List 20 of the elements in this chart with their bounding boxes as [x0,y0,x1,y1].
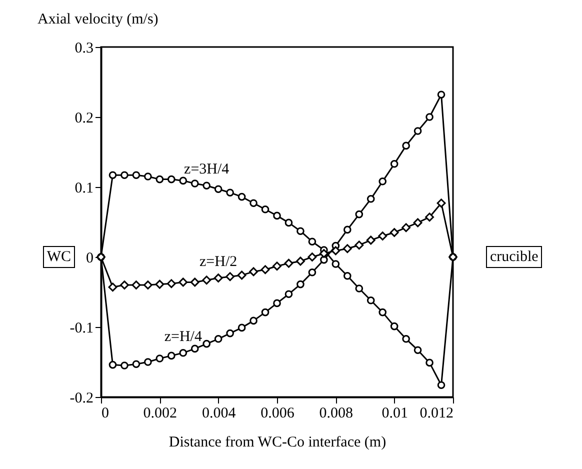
y-tick-label: 0 [86,250,94,266]
series-label: z=H/2 [200,254,238,270]
series-label: z=H/4 [164,328,202,345]
y-tick-label: 0.3 [74,40,94,56]
y-tick-label: -0.1 [70,320,94,336]
x-tick-label: 0.006 [260,406,295,422]
x-tick-label: 0.004 [202,406,236,422]
x-tick-label: 0.008 [319,406,354,422]
x-tick-label: 0.002 [143,406,178,422]
y-axis-title: Axial velocity (m/s) [38,12,158,28]
x-tick-label: 0 [102,406,109,422]
y-tick-label: 0.2 [74,110,94,126]
x-tick-label: 0.01 [382,406,408,422]
x-axis-title: Distance from WC-Co interface (m) [168,434,386,450]
y-tick-label: -0.2 [70,390,94,406]
text: WC [42,246,75,268]
text: crucible [486,246,542,268]
x-tick-label: 0.012 [420,406,454,422]
y-tick-label: 0.1 [74,180,94,196]
series-label: z=3H/4 [184,162,230,178]
